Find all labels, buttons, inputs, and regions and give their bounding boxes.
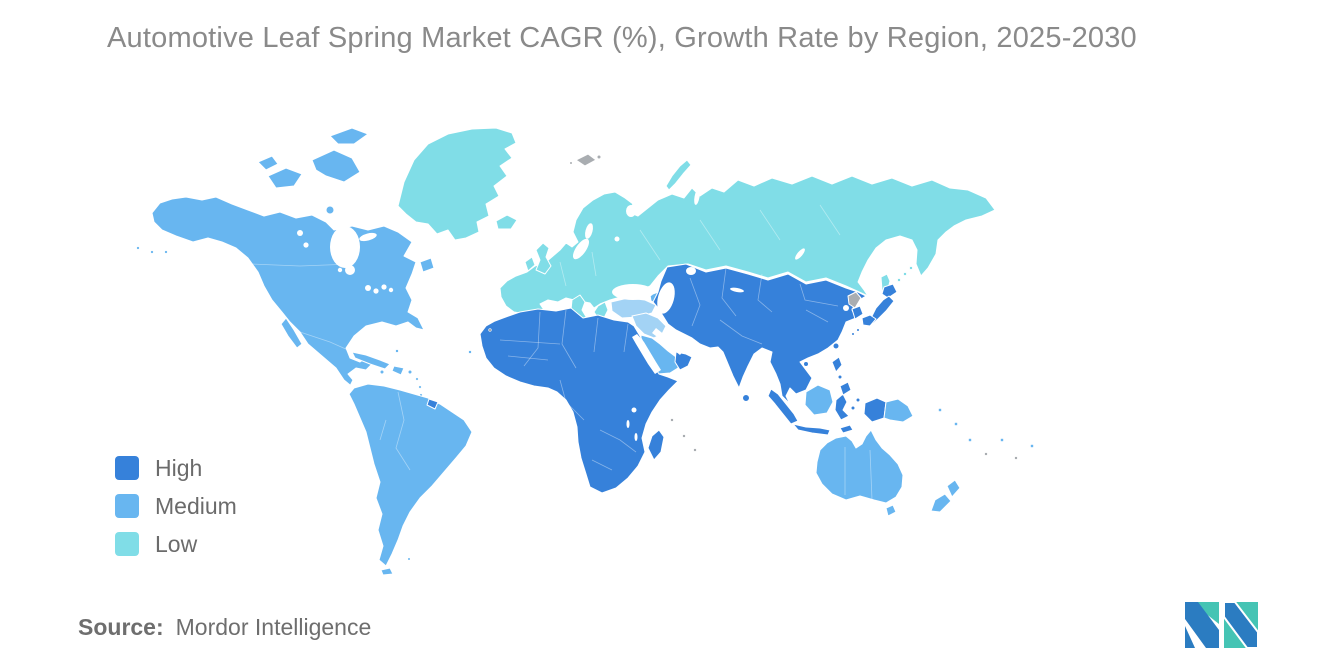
region-philippines-mindanao: [839, 381, 852, 396]
region-japan-honshu: [870, 295, 895, 325]
region-indian-ocean-islands-2: [682, 434, 686, 438]
source-value: Mordor Intelligence: [175, 614, 372, 640]
legend-swatch-low: [115, 532, 139, 556]
region-bahamas: [395, 349, 399, 353]
region-puerto-rico: [407, 369, 413, 375]
region-aleutians-2: [150, 250, 154, 254]
legend-item-medium: Medium: [115, 487, 237, 525]
region-pacific-islands-5: [1000, 438, 1004, 442]
region-indian-ocean-islands-3: [693, 448, 697, 452]
source-line: Source: Mordor Intelligence: [78, 614, 371, 641]
region-ireland: [524, 256, 536, 272]
region-pacific-islands-7: [1030, 444, 1034, 448]
region-kurils-3: [909, 266, 913, 270]
legend-item-low: Low: [115, 525, 237, 563]
region-svalbard-2: [596, 154, 602, 160]
region-new-guinea-west: [863, 397, 887, 423]
region-japan-hokkaido: [881, 283, 898, 299]
region-nz-north-island: [946, 479, 961, 498]
region-timor: [839, 424, 854, 434]
region-southampton-island: [325, 205, 335, 215]
legend-item-high: High: [115, 449, 237, 487]
region-novaya-zemlya: [665, 159, 692, 191]
region-canary-islands: [488, 328, 492, 332]
region-new-guinea-east: [883, 398, 914, 423]
logo-left-tile: [1185, 602, 1219, 648]
region-philippines-visayas: [837, 374, 843, 380]
region-java: [792, 423, 831, 436]
region-greenland: [397, 127, 517, 241]
region-oman: [674, 351, 693, 371]
region-falklands: [407, 557, 411, 561]
region-cape-verde: [468, 350, 472, 354]
logo-right-tile: [1223, 602, 1258, 648]
country-borders: [249, 204, 873, 501]
region-kurils-2: [903, 272, 907, 276]
region-pacific-islands-1: [938, 408, 942, 412]
region-hispaniola: [391, 365, 405, 376]
region-ellesmere-island: [329, 127, 369, 145]
region-africa: [479, 307, 679, 494]
region-baffin-island: [311, 149, 361, 183]
region-borneo: [804, 384, 834, 416]
region-south-america: [348, 383, 473, 567]
region-taiwan: [832, 342, 840, 350]
legend-label-high: High: [155, 454, 203, 481]
region-australia: [815, 429, 904, 504]
region-philippines-luzon: [831, 356, 843, 373]
legend-label-medium: Medium: [155, 492, 237, 519]
region-jamaica: [379, 369, 385, 375]
region-sri-lanka: [742, 394, 750, 402]
region-pacific-islands-2: [954, 422, 958, 426]
region-pacific-islands-4: [984, 452, 988, 456]
region-victoria-island: [267, 167, 303, 189]
region-europe-russia: [499, 175, 996, 315]
region-aleutians-3: [164, 250, 168, 254]
region-north-korea: [847, 291, 862, 309]
region-newfoundland: [419, 257, 435, 273]
region-madagascar: [647, 429, 665, 461]
region-moluccas-1: [850, 405, 856, 411]
region-pacific-islands-6: [1014, 456, 1018, 460]
source-label: Source:: [78, 614, 164, 640]
region-nz-south-island: [930, 493, 952, 513]
region-baja-california: [280, 317, 303, 349]
region-french-guiana: [426, 398, 439, 410]
mordor-intelligence-logo: [1185, 602, 1258, 648]
legend-swatch-high: [115, 456, 139, 480]
region-ryukyu-1: [856, 328, 860, 332]
region-banks-island: [257, 155, 279, 171]
inland-seas: [297, 189, 849, 441]
region-svalbard: [575, 153, 597, 167]
region-moluccas-2: [855, 397, 861, 403]
legend: High Medium Low: [115, 449, 237, 563]
region-sumatra: [767, 388, 799, 425]
region-iceland: [495, 214, 518, 230]
region-united-kingdom: [535, 242, 552, 275]
region-aleutians-1: [136, 246, 140, 250]
region-antilles-2: [418, 385, 422, 389]
region-cuba: [351, 351, 391, 370]
region-antilles-1: [415, 377, 419, 381]
region-svalbard-3: [569, 161, 573, 165]
region-ryukyu-2: [851, 332, 855, 336]
region-sulawesi: [834, 393, 850, 421]
region-pacific-islands-3: [968, 438, 972, 442]
region-kurils-1: [897, 278, 901, 282]
region-tierra-del-fuego: [380, 567, 394, 576]
region-south-korea: [851, 305, 864, 320]
region-tasmania: [885, 504, 897, 517]
region-hainan: [803, 361, 809, 367]
legend-swatch-medium: [115, 494, 139, 518]
region-asia: [652, 263, 867, 405]
page-title: Automotive Leaf Spring Market CAGR (%), …: [107, 22, 1137, 54]
region-indian-ocean-islands-1: [670, 418, 674, 422]
legend-label-low: Low: [155, 530, 198, 557]
region-japan-kyushu: [861, 314, 877, 327]
